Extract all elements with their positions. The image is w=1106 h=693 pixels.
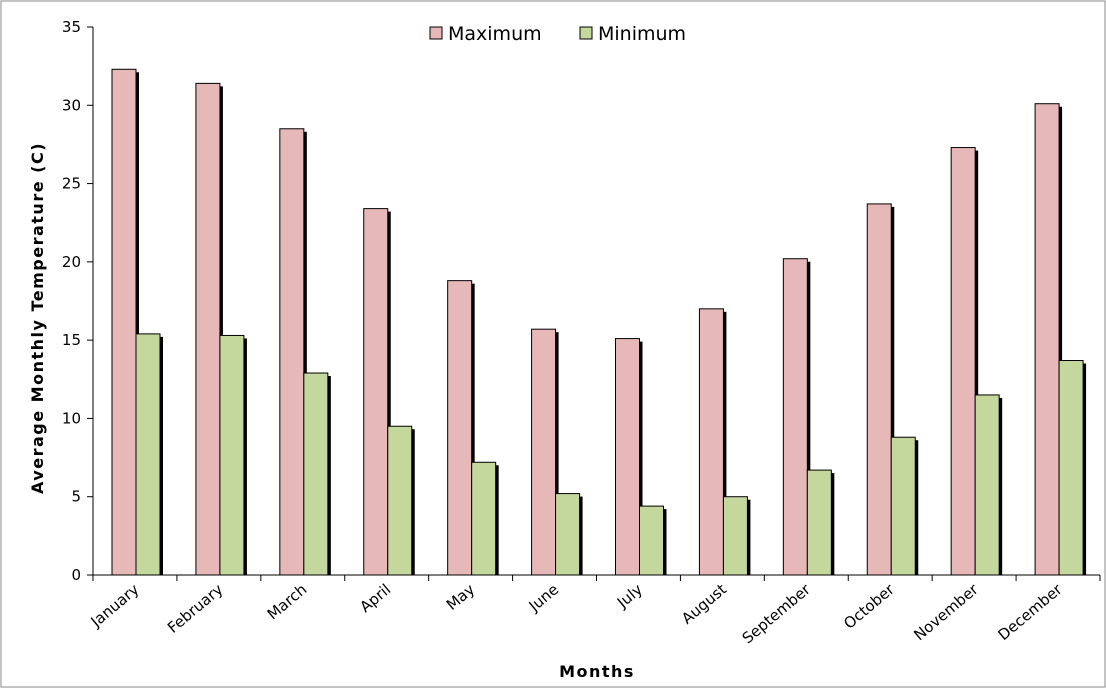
legend-swatch-minimum [579, 26, 593, 40]
y-tick-label: 5 [71, 488, 81, 506]
bar-minimum-september [806, 469, 835, 576]
y-tick-label: 30 [62, 96, 81, 114]
bar-face [974, 394, 1000, 576]
bar-maximum-june [531, 328, 559, 576]
bar-face [303, 372, 329, 576]
bar-maximum-july [615, 338, 643, 576]
y-tick-label: 35 [62, 18, 81, 36]
bar-face [1034, 103, 1060, 576]
bar-face [782, 258, 808, 576]
y-tick-label: 0 [71, 566, 81, 584]
bar-minimum-january [135, 333, 163, 576]
bar-face [806, 469, 832, 576]
bar-minimum-march [303, 372, 331, 576]
bar-face [111, 68, 137, 576]
bar-minimum-november [974, 394, 1003, 576]
legend: Maximum Minimum [429, 23, 686, 45]
bar-face [866, 203, 892, 576]
bar-face [135, 333, 161, 576]
bar-maximum-april [363, 208, 391, 576]
bar-minimum-july [639, 505, 667, 576]
bar-face [555, 493, 581, 576]
bar-minimum-february [219, 334, 247, 576]
bar-face [279, 128, 305, 576]
y-tick-label: 15 [62, 331, 81, 349]
bar-face [447, 280, 473, 576]
bar-maximum-march [279, 128, 307, 576]
bar-face [615, 338, 640, 576]
legend-label-minimum: Minimum [598, 23, 686, 45]
bar-minimum-april [387, 425, 415, 576]
bar-maximum-september [782, 258, 811, 576]
bar-minimum-june [555, 493, 583, 576]
bar-minimum-october [890, 436, 919, 576]
axes-layer [87, 26, 1101, 581]
y-tick-label: 10 [62, 409, 81, 427]
bar-face [1058, 359, 1084, 576]
bar-maximum-may [447, 280, 475, 576]
bar-face [890, 436, 916, 576]
bar-minimum-december [1058, 359, 1087, 576]
bar-face [219, 334, 245, 576]
bar-face [531, 328, 557, 576]
bar-face [195, 82, 221, 576]
y-axis-title: Average Monthly Temperature (C) [28, 142, 47, 494]
legend-swatch-maximum [429, 26, 443, 40]
y-tick-label: 20 [62, 253, 81, 271]
bars-layer [111, 68, 1087, 576]
bar-minimum-may [471, 461, 499, 576]
bar-face [698, 308, 724, 576]
bar-maximum-january [111, 68, 139, 576]
bar-maximum-august [698, 308, 727, 576]
bar-maximum-december [1034, 103, 1063, 576]
bar-maximum-november [950, 147, 979, 576]
bar-face [471, 461, 497, 576]
bar-face [722, 496, 748, 576]
legend-label-maximum: Maximum [448, 23, 542, 45]
bar-face [387, 425, 413, 576]
y-tick-label: 25 [62, 175, 81, 193]
bar-maximum-february [195, 82, 223, 576]
bar-maximum-october [866, 203, 895, 576]
bar-minimum-august [722, 496, 751, 576]
bar-face [639, 505, 664, 576]
x-axis-title: Months [559, 662, 635, 681]
bar-face [950, 147, 976, 576]
bar-face [363, 208, 389, 576]
